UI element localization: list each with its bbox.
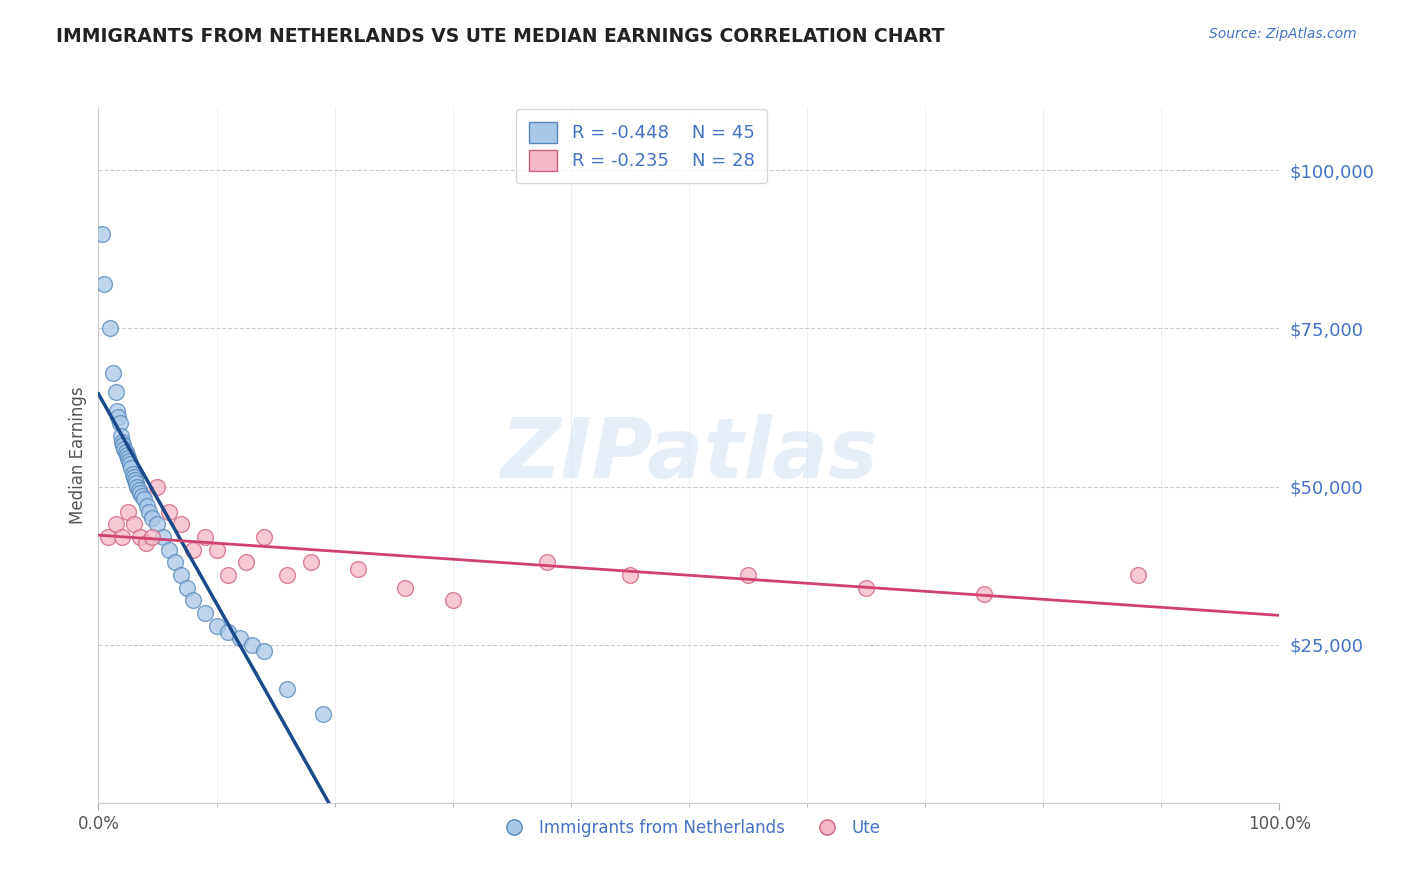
Point xyxy=(128,483,150,497)
Point xyxy=(217,625,239,640)
Point xyxy=(138,505,160,519)
Point xyxy=(98,321,121,335)
Point xyxy=(1126,568,1149,582)
Point xyxy=(347,562,370,576)
Point xyxy=(127,479,149,493)
Point xyxy=(111,435,134,450)
Point xyxy=(165,556,187,570)
Point xyxy=(101,366,124,380)
Point xyxy=(107,409,129,424)
Point xyxy=(205,618,228,632)
Point xyxy=(114,444,136,458)
Point xyxy=(97,530,120,544)
Point xyxy=(121,467,143,481)
Point xyxy=(141,511,163,525)
Point xyxy=(181,593,204,607)
Point xyxy=(176,581,198,595)
Point xyxy=(125,476,148,491)
Point xyxy=(121,460,143,475)
Point xyxy=(973,587,995,601)
Point xyxy=(112,442,135,456)
Point xyxy=(128,486,150,500)
Point xyxy=(170,517,193,532)
Point xyxy=(146,517,169,532)
Text: IMMIGRANTS FROM NETHERLANDS VS UTE MEDIAN EARNINGS CORRELATION CHART: IMMIGRANTS FROM NETHERLANDS VS UTE MEDIA… xyxy=(56,27,945,45)
Point xyxy=(122,517,145,532)
Point xyxy=(105,403,128,417)
Point xyxy=(170,568,193,582)
Point xyxy=(181,542,204,557)
Point xyxy=(194,530,217,544)
Point xyxy=(217,568,239,582)
Point xyxy=(205,542,228,557)
Point xyxy=(240,638,263,652)
Point xyxy=(91,227,114,241)
Point xyxy=(229,632,252,646)
Point xyxy=(619,568,641,582)
Point xyxy=(276,681,298,696)
Point xyxy=(118,454,141,468)
Point xyxy=(135,536,157,550)
Point xyxy=(737,568,759,582)
Point xyxy=(441,593,464,607)
Point xyxy=(122,470,145,484)
Point xyxy=(110,429,132,443)
Point xyxy=(120,458,142,472)
Y-axis label: Median Earnings: Median Earnings xyxy=(69,386,87,524)
Point xyxy=(134,492,156,507)
Point xyxy=(93,277,115,292)
Point xyxy=(135,499,157,513)
Point xyxy=(117,451,139,466)
Point xyxy=(141,530,163,544)
Point xyxy=(194,606,217,620)
Point xyxy=(105,384,128,399)
Text: Source: ZipAtlas.com: Source: ZipAtlas.com xyxy=(1209,27,1357,41)
Point xyxy=(855,581,877,595)
Point xyxy=(115,448,138,462)
Point xyxy=(235,556,257,570)
Point xyxy=(253,644,276,658)
Point xyxy=(108,417,131,431)
Legend: Immigrants from Netherlands, Ute: Immigrants from Netherlands, Ute xyxy=(491,812,887,843)
Point xyxy=(157,505,180,519)
Point xyxy=(536,556,558,570)
Point xyxy=(394,581,416,595)
Point xyxy=(299,556,322,570)
Point xyxy=(253,530,276,544)
Point xyxy=(128,530,150,544)
Point xyxy=(124,473,146,487)
Point xyxy=(276,568,298,582)
Point xyxy=(157,542,180,557)
Point xyxy=(312,707,335,722)
Text: ZIPatlas: ZIPatlas xyxy=(501,415,877,495)
Point xyxy=(131,489,153,503)
Point xyxy=(111,530,134,544)
Point xyxy=(105,517,128,532)
Point xyxy=(117,505,139,519)
Point xyxy=(152,530,174,544)
Point xyxy=(146,479,169,493)
Point xyxy=(112,438,135,452)
